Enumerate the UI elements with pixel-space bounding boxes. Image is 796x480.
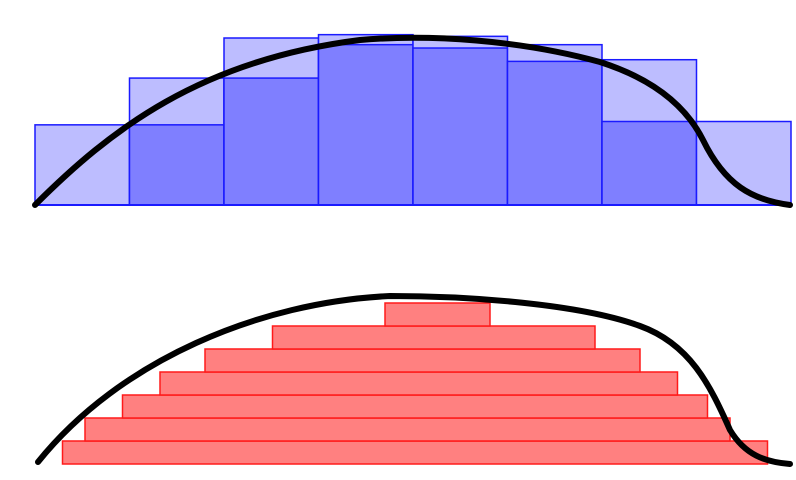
upper-bar-inner-5 [412, 47, 509, 206]
lower-layer-4 [159, 371, 679, 396]
lower-layer-2 [84, 417, 731, 442]
lower-layer-6 [271, 325, 596, 350]
upper-bar-inner-2 [128, 124, 225, 206]
lower-layer-5 [204, 348, 641, 373]
upper-bar-inner-4 [317, 43, 414, 206]
lower-layer-1 [61, 440, 769, 465]
lower-layer-7 [384, 302, 491, 327]
upper-bar-inner-3 [223, 77, 320, 206]
lower-layer-3 [121, 394, 709, 419]
lower-curve [35, 292, 793, 467]
upper-bar-inner-6 [506, 60, 603, 206]
lower-layered-panel [35, 292, 793, 467]
upper-riemann-panel [32, 33, 793, 208]
upper-bar-inner-7 [601, 120, 698, 206]
upper-curve [32, 34, 793, 208]
